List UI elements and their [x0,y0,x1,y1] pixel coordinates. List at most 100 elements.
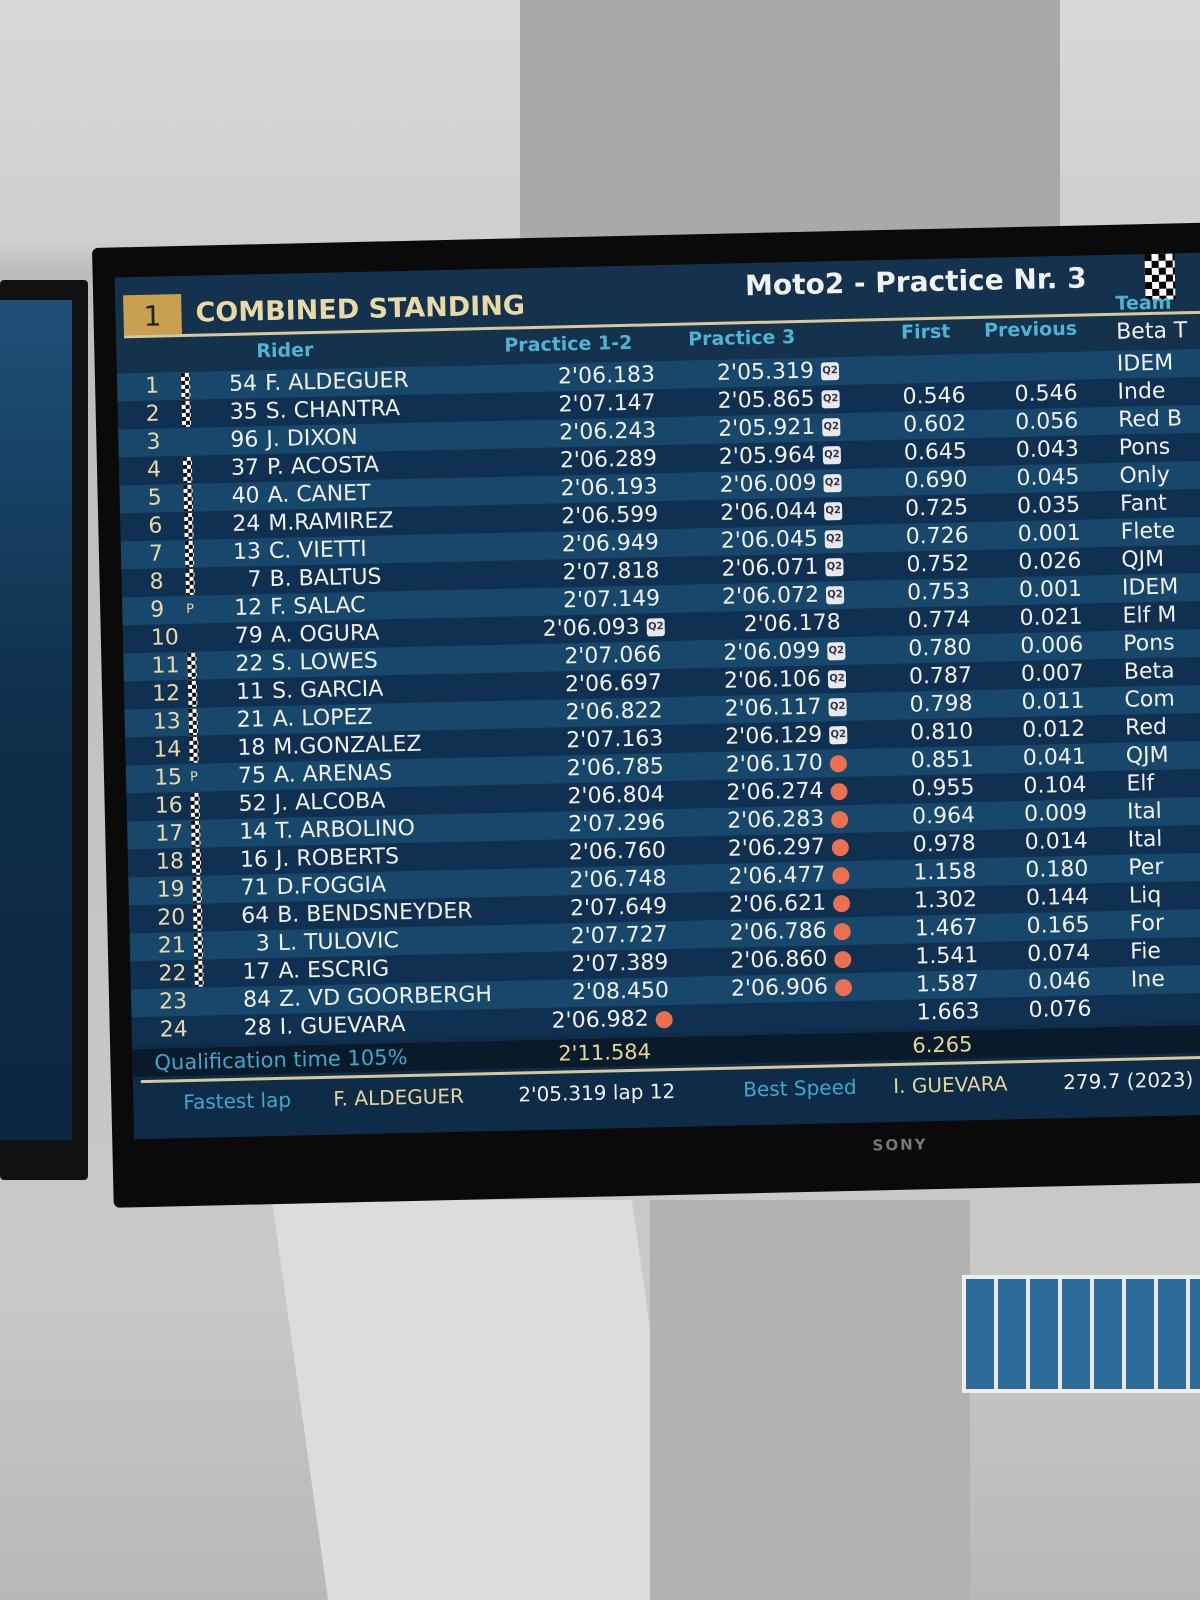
team-cell: Pons [1122,630,1175,657]
practice-1-2-time: 2'06.183 [537,361,656,392]
team-cell: Pons [1118,434,1171,461]
time-value: 2'05.921 [717,414,816,442]
status-dot-icon [831,838,850,856]
rider-name: J. DIXON [266,425,358,453]
gap-first: 1.663 [916,999,980,1026]
gap-first: 0.955 [911,775,975,802]
status-dot-icon [830,782,848,800]
time-value: 2'07.389 [571,950,669,978]
practice-1-2-time: 2'06.289 [539,445,658,476]
gap-previous: 0.035 [1016,492,1081,520]
status-dot-icon [829,754,848,772]
position: 2 [145,401,161,427]
gap-total: 6.265 [912,1032,973,1058]
rider-name: F. ALDEGUER [264,367,409,397]
time-value: 2'06.009 [719,470,817,498]
gap-first [887,354,965,356]
gap-first: 0.602 [902,411,967,438]
checkered-marker-icon [188,708,199,735]
gap-previous: 0.012 [1021,716,1086,744]
time-value: 2'06.117 [724,694,822,722]
gap-first: 1.541 [915,943,979,970]
rider-name: D.FOGGIA [276,872,387,900]
practice-3-time: 2'05.319 Q2 [716,357,840,388]
time-value: 2'06.243 [559,418,657,446]
wall-panel [650,1200,970,1600]
rider-name: B. BENDSNEYDER [276,898,473,928]
team-cell: Red [1124,714,1168,741]
status-dot-icon [832,894,851,912]
pit-marker: P [189,769,199,785]
practice-1-2-time: 2'06.697 [544,669,663,700]
gap-previous: 0.104 [1023,772,1087,800]
gap-first: 0.690 [904,467,968,494]
team-cell: Flete [1120,518,1176,545]
time-value: 2'06.297 [727,834,826,862]
fastest-lap-time: 2'05.319 lap 12 [518,1078,676,1107]
rider-name: A. CANET [267,480,371,509]
rider-name: S. GARCIA [271,676,384,705]
time-value: 2'06.599 [560,502,659,530]
time-value: 2'06.106 [723,666,822,694]
time-value: 2'07.066 [564,642,662,670]
status-dot-icon [834,950,852,968]
time-value: 2'06.072 [721,582,820,610]
time-value: 2'05.319 [716,358,815,386]
rider-number: 64 [240,903,270,929]
practice-1-2-time: 2'07.649 [549,893,668,924]
practice-3-time: 2'06.099 Q2 [723,637,846,668]
practice-3-time: 2'06.044 Q2 [720,497,843,528]
position: 23 [158,989,188,1015]
time-value: 2'06.093 [542,614,641,642]
team-cell: Elf M [1122,602,1177,629]
q2-badge-icon: Q2 [825,586,845,605]
checkered-marker-icon [189,736,199,763]
checkered-marker-icon [185,568,195,595]
gap-previous: 0.041 [1022,744,1087,772]
team-cell: Liq [1128,882,1162,909]
practice-3-time: 2'06.106 Q2 [723,665,847,696]
time-value: 2'07.149 [562,586,661,614]
position: 22 [158,961,187,987]
team-cell: Com [1124,686,1176,713]
position: 19 [156,877,185,903]
gap-previous: 0.026 [1018,548,1082,576]
practice-3-time: 2'05.865 Q2 [717,385,840,416]
q2-badge-icon: Q2 [821,390,840,409]
gap-first: 1.467 [914,915,978,942]
q2-badge-icon: Q2 [827,642,846,661]
checkered-marker-icon [192,904,203,931]
time-value: 2'06.822 [565,698,663,726]
practice-3-time: 2'06.906 [731,973,853,1004]
practice-1-2-time: 2'06.748 [548,865,667,896]
position: 12 [151,681,181,707]
gap-first: 0.546 [902,383,966,410]
checkered-marker-icon [192,876,202,903]
gap-previous: 0.007 [1020,660,1085,688]
time-value: 2'07.163 [565,726,664,754]
time-value: 2'06.193 [560,474,658,502]
practice-3-time: 2'06.621 [729,889,851,920]
rider-name: I. GUEVARA [279,1012,406,1040]
side-screen [0,300,72,1140]
practice-3-time: 2'06.072 Q2 [721,581,845,612]
best-speed-label: Best Speed [742,1074,857,1102]
status-dot-icon [830,810,849,828]
gap-previous: 0.045 [1016,464,1080,492]
checkered-marker-icon [187,680,198,707]
time-value: 2'06.860 [730,946,828,974]
gap-previous: 0.076 [1028,996,1092,1023]
position: 14 [153,737,182,763]
rider-number: 71 [240,875,269,901]
practice-3-time: 2'05.921 Q2 [717,413,841,444]
team-cell: Ine [1130,966,1166,993]
checkered-marker-icon [181,400,192,428]
team-cell: Ital [1126,798,1163,825]
status-dot-icon [832,866,850,884]
team-cell: Fie [1129,938,1162,965]
time-value: 2'06.477 [728,862,826,890]
fastest-lap-rider: F. ALDEGUER [333,1083,465,1111]
pit-marker: P [186,601,195,617]
position: 10 [150,625,180,651]
position: 9 [149,597,165,623]
